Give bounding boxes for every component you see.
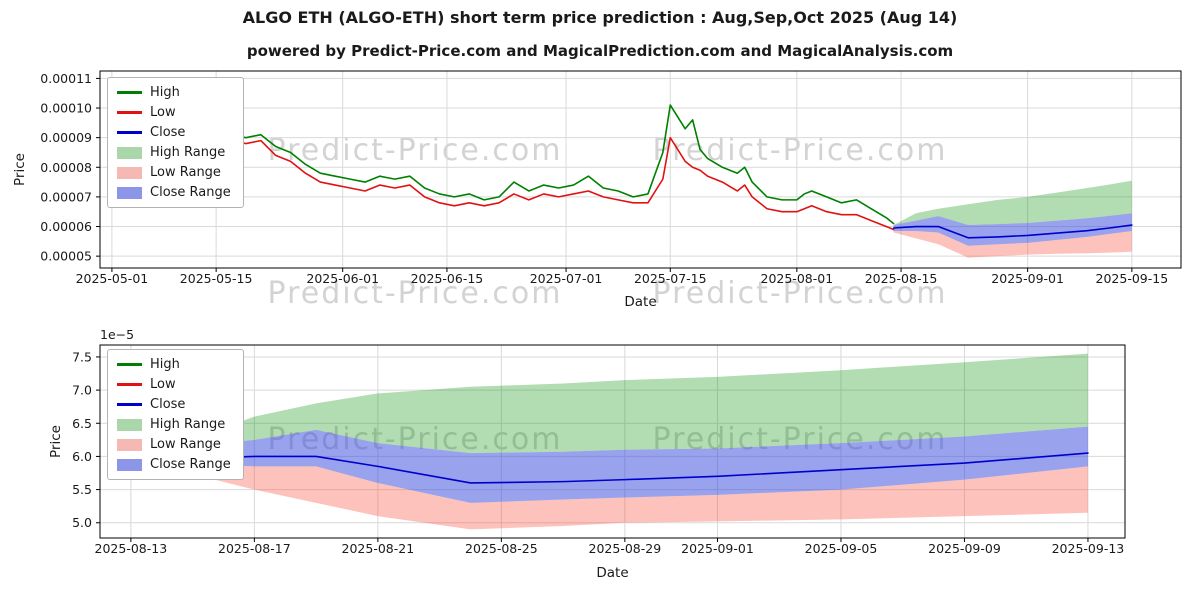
legend-label-low: Low [150, 377, 176, 392]
legend-swatch-low-line [117, 111, 142, 114]
y-tick-label: 0.00010 [40, 101, 92, 116]
low-line [148, 107, 895, 231]
legend-swatch-low-range-patch [117, 166, 142, 179]
y-offset-label: 1e−5 [100, 330, 134, 342]
legend-swatch-low-range-patch [117, 438, 142, 451]
x-tick-label: 2025-08-13 [95, 541, 168, 556]
x-tick-label: 2025-09-05 [805, 541, 878, 556]
legend-label-high-range: High Range [150, 417, 226, 432]
x-tick-label: 2025-09-01 [681, 541, 754, 556]
page-subtitle: powered by Predict-Price.com and Magical… [246, 42, 954, 60]
x-tick-label: 2025-07-15 [634, 271, 707, 286]
legend-label-low-range: Low Range [150, 437, 221, 452]
y-tick-label: 0.00007 [40, 189, 92, 204]
legend-label-close: Close [150, 397, 186, 412]
y-tick-label: 6.0 [72, 449, 92, 464]
y-tick-label: 0.00009 [40, 130, 92, 145]
x-axis-label: Date [596, 565, 628, 581]
x-tick-label: 2025-09-09 [928, 541, 1001, 556]
close-range-band [161, 426, 1088, 503]
y-axis-label: Price [48, 425, 64, 458]
legend-item-close: Close [117, 125, 231, 140]
legend-item-low-range: Low Range [117, 437, 231, 452]
legend-label-close-range: Close Range [150, 457, 231, 472]
page-title: ALGO ETH (ALGO-ETH) short term price pre… [242, 8, 958, 27]
x-tick-label: 2025-07-01 [530, 271, 603, 286]
x-tick-label: 2025-09-15 [1096, 271, 1169, 286]
y-axis-label: Price [12, 153, 28, 186]
x-tick-label: 2025-05-15 [180, 271, 253, 286]
x-tick-label: 2025-08-25 [465, 541, 538, 556]
legend-item-close: Close [117, 397, 231, 412]
legend-item-high-range: High Range [117, 145, 231, 160]
legend-swatch-close-range-patch [117, 186, 142, 199]
x-tick-label: 2025-08-01 [761, 271, 834, 286]
legend-label-high: High [150, 357, 180, 372]
x-tick-label: 2025-09-13 [1052, 541, 1125, 556]
legend-swatch-close-range-patch [117, 458, 142, 471]
low-range-band [893, 230, 1132, 258]
low-range-band [161, 463, 1088, 530]
y-tick-label: 0.00006 [40, 219, 92, 234]
legend-item-high: High [117, 85, 231, 100]
legend-item-high-range: High Range [117, 417, 231, 432]
high-line [148, 83, 895, 225]
top-chart-legend: High Low Close High Range Low Range Clos… [107, 77, 244, 208]
legend-swatch-high-line [117, 363, 142, 366]
legend-item-close-range: Close Range [117, 185, 231, 200]
legend-swatch-close-line [117, 403, 142, 406]
x-tick-label: 2025-05-01 [76, 271, 149, 286]
x-tick-label: 2025-08-21 [342, 541, 415, 556]
high-range-band [893, 180, 1132, 226]
close-line [892, 224, 1133, 239]
legend-swatch-low-line [117, 383, 142, 386]
legend-label-low: Low [150, 105, 176, 120]
legend-swatch-high-line [117, 91, 142, 94]
legend-item-low: Low [117, 377, 231, 392]
y-tick-label: 0.00011 [40, 71, 92, 86]
legend-item-close-range: Close Range [117, 457, 231, 472]
legend-label-high-range: High Range [150, 145, 226, 160]
legend-swatch-close-line [117, 131, 142, 134]
legend-label-close-range: Close Range [150, 185, 231, 200]
x-tick-label: 2025-06-15 [411, 271, 484, 286]
legend-label-low-range: Low Range [150, 165, 221, 180]
y-tick-label: 5.0 [72, 515, 92, 530]
close-range-band [893, 213, 1132, 246]
x-tick-label: 2025-08-29 [589, 541, 662, 556]
x-tick-label: 2025-08-17 [218, 541, 291, 556]
bottom-chart: 2025-08-13 2025-08-17 2025-08-21 2025-08-25… [0, 330, 1200, 600]
bottom-chart-canvas: 2025-08-13 2025-08-17 2025-08-21 2025-08-25… [48, 330, 1126, 581]
x-tick-label: 2025-08-15 [865, 271, 938, 286]
x-tick-label: 2025-09-01 [991, 271, 1064, 286]
x-axis-label: Date [624, 294, 656, 310]
axes-frame [99, 344, 1126, 539]
legend-swatch-high-range-patch [117, 418, 142, 431]
bottom-chart-legend: High Low Close High Range Low Range Clos… [107, 349, 244, 480]
legend-item-high: High [117, 357, 231, 372]
legend-swatch-high-range-patch [117, 146, 142, 159]
legend-label-close: Close [150, 125, 186, 140]
y-tick-label: 6.5 [72, 416, 92, 431]
y-tick-label: 0.00008 [40, 160, 92, 175]
y-tick-label: 5.5 [72, 482, 92, 497]
legend-item-low-range: Low Range [117, 165, 231, 180]
legend-label-high: High [150, 85, 180, 100]
y-tick-label: 7.5 [72, 349, 92, 364]
high-range-band [161, 353, 1088, 454]
x-tick-label: 2025-06-01 [306, 271, 379, 286]
y-tick-label: 7.0 [72, 383, 92, 398]
y-tick-label: 0.00005 [40, 249, 92, 264]
axes-frame [99, 70, 1182, 269]
legend-item-low: Low [117, 105, 231, 120]
